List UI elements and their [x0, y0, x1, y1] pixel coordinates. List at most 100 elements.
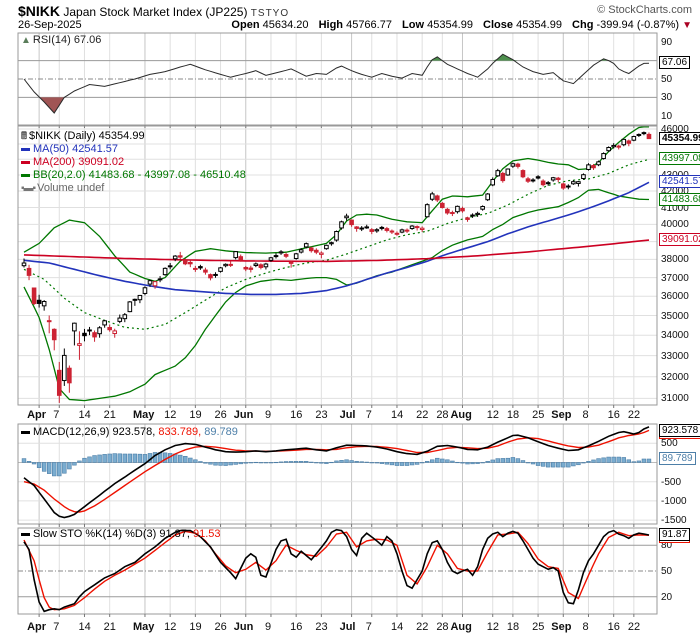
candle-body: [465, 217, 470, 220]
low-label: Low: [402, 19, 425, 31]
macd-histogram-bar: [263, 462, 269, 464]
candle-body: [308, 247, 314, 252]
candle-body: [560, 183, 566, 189]
macd-histogram-bar: [77, 460, 82, 463]
x-axis-day-label: 21: [103, 409, 116, 421]
macd-histogram-bar: [576, 462, 581, 466]
candle-body: [596, 161, 601, 166]
current-value-box: 41483.68: [659, 192, 700, 206]
x-axis-day-label: 22: [416, 409, 429, 421]
candle-body: [329, 242, 334, 245]
macd-histogram-bar: [480, 462, 485, 464]
macd-histogram-bar: [67, 462, 72, 470]
macd-histogram-bar: [424, 461, 430, 463]
chg-label: Chg: [572, 19, 594, 31]
macd-histogram-bar: [132, 453, 138, 463]
x-axis-month-label: Jul: [339, 621, 356, 633]
x-axis-day-label: 25: [532, 409, 545, 421]
candle-body: [379, 226, 385, 229]
candle-body: [72, 322, 77, 332]
x-axis-day-label: 28: [436, 621, 449, 633]
x-axis-month-label: Aug: [450, 621, 472, 633]
macd-line: [23, 426, 650, 519]
x-axis-month-label: Sep: [551, 621, 572, 633]
x-axis-month-label: Aug: [450, 409, 472, 421]
ma200-line: [23, 239, 650, 263]
macd-histogram-bar: [21, 458, 27, 463]
rsi-axis-label: 30: [661, 92, 673, 104]
candle-body: [389, 230, 395, 233]
close-label: Close: [483, 19, 514, 31]
candle-body: [31, 287, 37, 305]
candle-body: [520, 170, 526, 178]
candle-body: [349, 219, 354, 226]
macd-histogram-bar: [394, 462, 400, 466]
candle-body: [616, 145, 622, 148]
x-axis-day-label: 22: [627, 621, 641, 633]
candle-body: [485, 193, 490, 201]
price-legend-main: 🖩 $NIKK (Daily) 45354.99: [21, 130, 145, 142]
x-axis-month-label: Apr: [27, 409, 47, 421]
candle-body: [576, 181, 581, 184]
macd-histogram-bar: [384, 462, 390, 465]
candle-body: [571, 181, 576, 185]
candle-body: [445, 208, 450, 214]
macd-histogram-bar: [616, 456, 621, 463]
candle-body: [540, 180, 546, 186]
macd-histogram-bar: [278, 461, 284, 463]
macd-histogram-bar: [238, 462, 243, 465]
macd-histogram-bar: [399, 462, 405, 466]
macd-histogram-bar: [581, 462, 586, 464]
macd-histogram-bar: [419, 462, 425, 464]
current-value-box: 923.578: [659, 424, 700, 437]
candle-body: [298, 249, 304, 253]
stockcharts-credit[interactable]: © StockCharts.com: [597, 4, 692, 16]
candle-body: [440, 202, 445, 209]
macd-histogram-bar: [334, 460, 339, 463]
candle-body: [278, 251, 284, 254]
x-axis-day-label: 26: [214, 621, 227, 633]
candle-body: [193, 267, 198, 270]
x-axis-day-label: 8: [582, 409, 589, 421]
ma50-line: [23, 181, 650, 296]
ma50-legend: MA(50) 42541.57: [21, 143, 246, 156]
candle-body: [535, 176, 541, 179]
x-axis-day-label: 7: [365, 409, 372, 421]
macd-histogram-bar: [309, 461, 314, 463]
macd-histogram-bar: [188, 457, 193, 463]
macd-histogram-bar: [485, 461, 490, 463]
macd-histogram-bar: [646, 458, 652, 463]
candle-body: [273, 255, 279, 258]
rsi-legend: ▲ RSI(14) 67.06: [21, 34, 101, 47]
candle-body: [339, 221, 344, 229]
candle-body: [21, 262, 27, 267]
macd-histogram-bar: [379, 462, 385, 464]
x-axis-day-label: 23: [315, 409, 328, 421]
candle-body: [626, 140, 632, 144]
bb-lower-line: [23, 188, 650, 402]
x-axis-month-label: Sep: [551, 409, 572, 421]
candle-body: [56, 369, 62, 396]
candle-body: [162, 267, 168, 276]
chg-value: -399.94 (-0.87%): [596, 19, 680, 31]
price-axis-label: 34000: [661, 330, 689, 342]
macd-panel-border: [17, 423, 658, 525]
price-axis-label: 42000: [661, 186, 689, 197]
macd-histogram-bar: [288, 461, 294, 463]
macd-histogram-bar: [611, 456, 616, 463]
sto-k-line: [23, 528, 650, 613]
ma200-line-icon: [21, 160, 30, 164]
candle-body: [324, 244, 329, 250]
macd-histogram-bar: [455, 461, 460, 464]
candle-body: [369, 229, 375, 232]
macd-histogram-bar: [107, 453, 112, 463]
macd-histogram-bar: [404, 462, 410, 466]
macd-histogram-bar: [62, 462, 67, 474]
x-axis-month-label: Jun: [233, 409, 254, 421]
x-axis-day-label: 9: [264, 621, 272, 633]
macd-histogram-bar: [72, 462, 77, 466]
candle-body: [122, 314, 128, 320]
macd-histogram-bar: [183, 456, 188, 463]
macd-histogram-bar: [193, 459, 198, 463]
